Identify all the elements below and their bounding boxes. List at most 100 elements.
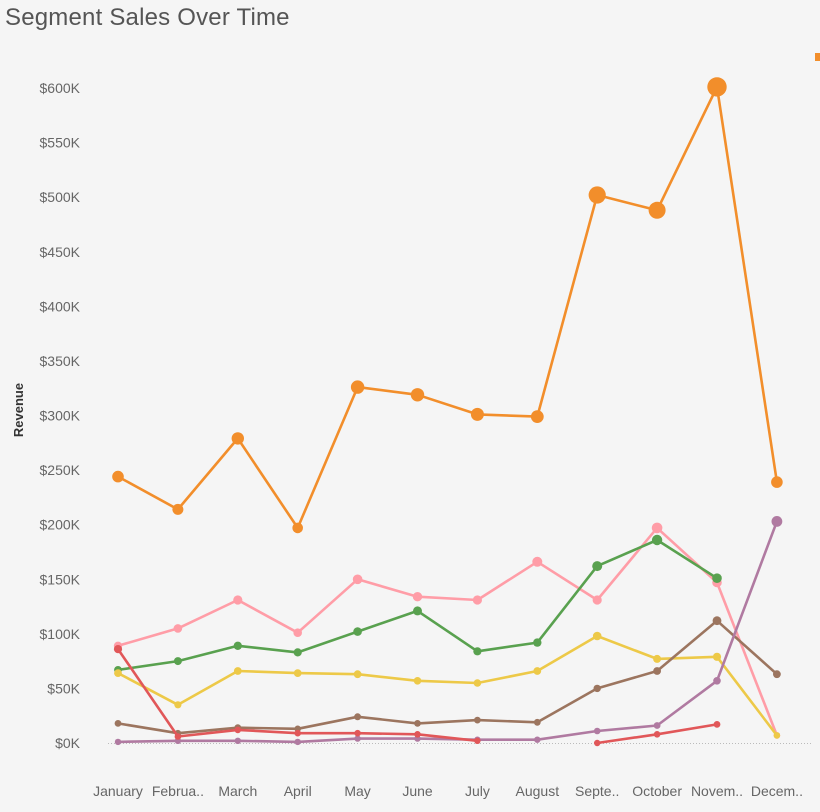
data-point[interactable] xyxy=(353,670,362,679)
data-point[interactable] xyxy=(651,534,663,546)
chart-title: Segment Sales Over Time xyxy=(5,4,290,31)
x-tick-label: May xyxy=(344,783,370,799)
data-point[interactable] xyxy=(532,556,543,567)
y-tick-label: $150K xyxy=(40,571,81,587)
data-point[interactable] xyxy=(594,739,601,747)
data-point[interactable] xyxy=(653,722,661,729)
data-point[interactable] xyxy=(592,561,603,572)
series-3 xyxy=(114,534,722,674)
data-point[interactable] xyxy=(233,641,242,650)
data-point[interactable] xyxy=(588,186,606,204)
data-point[interactable] xyxy=(234,737,241,744)
data-point[interactable] xyxy=(292,522,304,534)
data-point[interactable] xyxy=(771,516,783,527)
data-point[interactable] xyxy=(771,476,783,488)
data-point[interactable] xyxy=(113,645,123,654)
x-tick-label: Decem.. xyxy=(751,783,803,799)
data-point[interactable] xyxy=(173,657,182,666)
series-7 xyxy=(113,645,721,747)
x-tick-label: August xyxy=(516,783,560,799)
data-point[interactable] xyxy=(354,713,362,721)
y-axis-title: Revenue xyxy=(11,383,26,437)
data-point[interactable] xyxy=(592,631,602,641)
data-point[interactable] xyxy=(713,677,721,685)
series-line xyxy=(116,634,779,737)
data-point[interactable] xyxy=(413,606,422,616)
data-point[interactable] xyxy=(231,432,244,445)
data-point[interactable] xyxy=(414,731,421,738)
data-point[interactable] xyxy=(593,727,601,735)
data-point[interactable] xyxy=(773,670,781,679)
data-point[interactable] xyxy=(172,503,184,515)
y-axis-ticks: $0K $50K $100K $150K $200K $250K $300K $350K $40… xyxy=(40,80,81,751)
x-tick-label: January xyxy=(93,783,143,799)
data-point[interactable] xyxy=(114,669,122,677)
data-point[interactable] xyxy=(653,654,662,663)
data-point[interactable] xyxy=(533,718,541,726)
data-point[interactable] xyxy=(648,201,666,219)
data-point[interactable] xyxy=(350,380,365,394)
data-point[interactable] xyxy=(174,701,182,709)
y-tick-label: $600K xyxy=(40,80,81,96)
data-point[interactable] xyxy=(474,737,481,744)
data-point[interactable] xyxy=(293,628,303,637)
y-tick-label: $200K xyxy=(40,517,81,533)
data-point[interactable] xyxy=(293,669,302,677)
series-line xyxy=(116,520,779,744)
data-point[interactable] xyxy=(470,407,484,421)
series-1 xyxy=(112,77,783,534)
data-point[interactable] xyxy=(173,624,183,633)
data-point[interactable] xyxy=(293,648,302,657)
data-point[interactable] xyxy=(294,738,301,746)
data-point[interactable] xyxy=(410,388,425,402)
data-point[interactable] xyxy=(530,410,544,423)
data-point[interactable] xyxy=(593,684,601,693)
data-point[interactable] xyxy=(233,595,243,605)
data-point[interactable] xyxy=(712,616,722,626)
data-point[interactable] xyxy=(653,667,661,675)
y-tick-label: $100K xyxy=(40,626,81,642)
data-point[interactable] xyxy=(353,627,362,636)
data-point[interactable] xyxy=(534,736,541,743)
data-point[interactable] xyxy=(653,731,661,738)
series-4 xyxy=(114,631,781,739)
data-point[interactable] xyxy=(713,721,721,728)
series-5 xyxy=(114,616,781,737)
data-point[interactable] xyxy=(354,729,361,737)
data-point[interactable] xyxy=(712,652,722,661)
data-point[interactable] xyxy=(707,77,727,97)
data-point[interactable] xyxy=(472,595,482,605)
data-point[interactable] xyxy=(414,720,421,727)
data-point[interactable] xyxy=(174,733,182,740)
data-point[interactable] xyxy=(234,726,242,734)
data-point[interactable] xyxy=(533,638,542,647)
data-point[interactable] xyxy=(114,720,122,727)
data-point[interactable] xyxy=(773,732,781,739)
x-axis-ticks: January Februa.. March April May June July Augu… xyxy=(93,783,803,799)
data-point[interactable] xyxy=(651,522,663,534)
data-point[interactable] xyxy=(413,677,422,685)
data-point[interactable] xyxy=(354,735,361,742)
series-layer xyxy=(112,77,783,747)
y-tick-label: $0K xyxy=(55,735,81,751)
x-tick-label: October xyxy=(632,783,682,799)
data-point[interactable] xyxy=(533,667,542,675)
x-tick-label: June xyxy=(402,783,433,799)
data-point[interactable] xyxy=(112,470,124,483)
data-point[interactable] xyxy=(473,647,482,656)
data-point[interactable] xyxy=(294,729,302,737)
y-tick-label: $550K xyxy=(40,135,81,151)
data-point[interactable] xyxy=(712,573,722,583)
data-point[interactable] xyxy=(473,679,482,687)
data-point[interactable] xyxy=(474,716,481,724)
y-tick-label: $400K xyxy=(40,298,81,314)
data-point[interactable] xyxy=(412,592,423,602)
x-tick-label: July xyxy=(465,783,490,799)
data-point[interactable] xyxy=(352,574,363,585)
data-point[interactable] xyxy=(233,667,242,675)
data-point[interactable] xyxy=(114,738,122,746)
data-point[interactable] xyxy=(592,595,602,605)
legend-marker-icon xyxy=(815,53,820,61)
y-tick-label: $500K xyxy=(40,189,81,205)
